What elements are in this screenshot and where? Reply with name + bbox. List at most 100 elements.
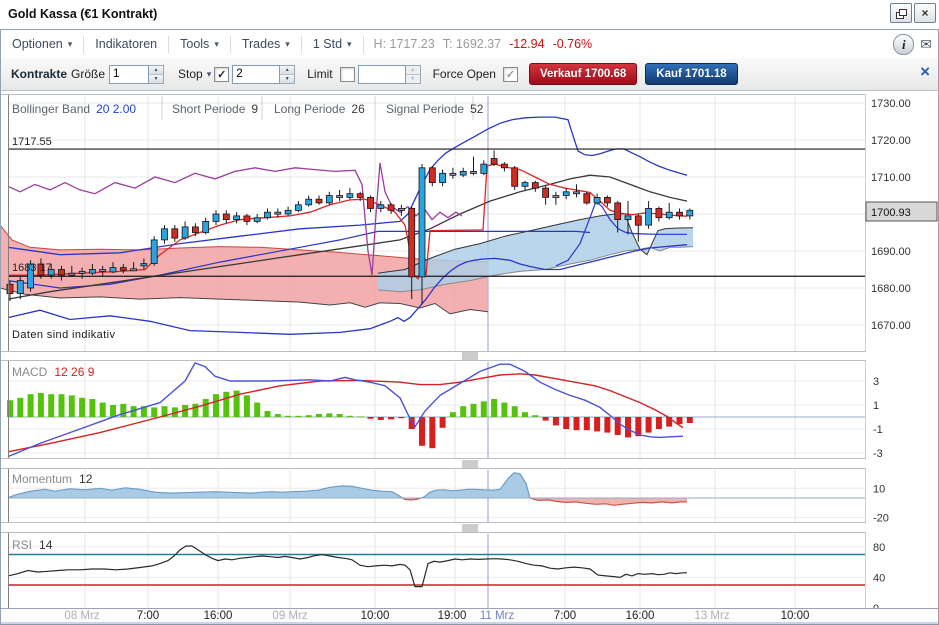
svg-text:19:00: 19:00: [438, 610, 467, 622]
indicator-settings-short[interactable]: Short Periode 9: [172, 100, 258, 118]
menu-trades[interactable]: Trades ▾: [231, 37, 301, 51]
spin-up-icon[interactable]: ▲: [149, 65, 164, 75]
close-icon: ×: [921, 6, 929, 20]
order-toolbar: Kontrakte Größe ▲▼ Stop ▾ ✓ ▲▼ Limit ▲▼ …: [0, 58, 939, 91]
indicator-settings-bollinger[interactable]: Bollinger Band 20 2.00: [12, 100, 136, 118]
timeframe-select[interactable]: 1 Std ▾: [302, 37, 363, 51]
price-stats: H: 1717.23 T: 1692.37 -12.94 -0.76%: [364, 37, 593, 51]
info-icon: i: [901, 36, 906, 52]
window-chrome: Gold Kassa (€1 Kontrakt) × Optionen ▾ Ind…: [0, 0, 939, 91]
check-icon: ✓: [505, 68, 516, 81]
momentum-params: 12: [79, 472, 93, 486]
buy-button[interactable]: Kauf 1701.18: [645, 63, 738, 85]
svg-text:-1: -1: [873, 424, 883, 436]
long-periode-value: 26: [351, 102, 365, 116]
macd-panel-label: MACD 12 26 9: [12, 363, 94, 381]
svg-text:1720.00: 1720.00: [871, 135, 911, 147]
restore-window-button[interactable]: [890, 3, 912, 23]
svg-text:1670.00: 1670.00: [871, 320, 911, 332]
menu-tools[interactable]: Tools ▾: [169, 37, 230, 51]
momentum-name: Momentum: [12, 472, 73, 486]
force-open-checkbox[interactable]: ✓: [502, 66, 518, 82]
spin-down-icon[interactable]: ▼: [149, 74, 164, 83]
panel-resize-handle[interactable]: [462, 352, 478, 360]
svg-text:1690.00: 1690.00: [871, 246, 911, 258]
momentum-panel: [8, 470, 865, 522]
svg-text:13 Mrz: 13 Mrz: [694, 610, 729, 622]
panel-resize-handle[interactable]: [462, 460, 478, 468]
menu-separator: [362, 35, 364, 53]
stop-checkbox[interactable]: ✓: [214, 66, 230, 82]
timeframe-label: 1 Std: [312, 37, 343, 51]
indicator-settings-long[interactable]: Long Periode 26: [274, 100, 365, 118]
svg-text:1700.93: 1700.93: [871, 207, 911, 219]
panel-resize-handle[interactable]: [462, 524, 478, 532]
svg-text:09 Mrz: 09 Mrz: [272, 610, 307, 622]
size-stepper[interactable]: ▲ ▼: [149, 64, 165, 84]
signal-periode-value: 52: [470, 102, 484, 116]
rs i-name: RSI: [12, 538, 33, 552]
svg-text:7:00: 7:00: [137, 610, 159, 622]
macd-params: 12 26 9: [54, 365, 95, 379]
svg-text:40: 40: [873, 572, 885, 584]
check-icon: ✓: [217, 68, 227, 81]
close-panel-button[interactable]: ×: [920, 63, 930, 80]
limit-input[interactable]: [357, 64, 406, 84]
menu-optionen[interactable]: Optionen ▾: [1, 37, 83, 51]
sell-button[interactable]: Verkauf 1700.68: [528, 63, 638, 85]
groesse-label: Größe: [71, 67, 106, 81]
rsi-panel: [7, 534, 865, 608]
menu-tools-label: Tools: [180, 37, 210, 51]
limit-checkbox[interactable]: [339, 66, 355, 82]
menu-bar: Optionen ▾ Indikatoren Tools ▾ Trades ▾ 1 S…: [0, 29, 939, 58]
signal-periode-label: Signal Periode: [386, 102, 465, 116]
svg-text:11 Mrz: 11 Mrz: [480, 610, 515, 622]
menu-optionen-label: Optionen: [12, 37, 63, 51]
svg-text:16:00: 16:00: [204, 610, 233, 622]
axes: 1730.00 1720.00 1710.00 1690.00 1680.00 1670.…: [0, 29, 939, 625]
stop-stepper[interactable]: ▲ ▼: [280, 64, 296, 84]
stop-label: Stop: [178, 67, 203, 81]
price-panel: [0, 96, 865, 351]
svg-text:1: 1: [873, 400, 879, 412]
svg-text:10:00: 10:00: [361, 610, 390, 622]
svg-text:-20: -20: [873, 512, 889, 524]
mail-button[interactable]: ✉: [920, 36, 932, 53]
menu-separator: [168, 35, 170, 53]
change-pct-stat: -0.76%: [552, 37, 593, 51]
svg-text:1710.00: 1710.00: [871, 172, 911, 184]
chevron-down-icon: ▾: [214, 39, 219, 49]
short-periode-value: 9: [251, 102, 259, 116]
chevron-down-icon: ▾: [285, 39, 290, 49]
svg-text:08 Mrz: 08 Mrz: [64, 610, 99, 622]
svg-text:16:00: 16:00: [626, 610, 655, 622]
info-button[interactable]: i: [893, 34, 915, 55]
menu-trades-label: Trades: [241, 37, 281, 51]
svg-text:1730.00: 1730.00: [871, 98, 911, 110]
menu-separator: [300, 35, 302, 53]
limit-stepper[interactable]: ▲ ▼: [405, 64, 421, 84]
macd-name: MACD: [12, 365, 48, 379]
spin-down-icon[interactable]: ▼: [280, 74, 295, 83]
svg-text:3: 3: [873, 376, 879, 388]
title-bar[interactable]: Gold Kassa (€1 Kontrakt) ×: [0, 0, 939, 29]
chevron-down-icon[interactable]: ▾: [206, 68, 212, 79]
long-periode-label: Long Periode: [274, 102, 346, 116]
spin-up-icon[interactable]: ▲: [280, 65, 295, 75]
restore-icon: [896, 8, 907, 19]
indicator-settings-signal[interactable]: Signal Periode 52: [386, 100, 483, 118]
high-stat: H: 1717.23: [373, 37, 435, 51]
menu-separator: [229, 35, 231, 53]
chevron-down-icon: ▾: [347, 39, 352, 49]
stop-input[interactable]: [232, 64, 281, 84]
chevron-down-icon: ▾: [67, 39, 73, 49]
window-title: Gold Kassa (€1 Kontrakt): [8, 7, 158, 21]
svg-text:10:00: 10:00: [781, 610, 810, 622]
macd-panel: [7, 362, 865, 458]
size-input[interactable]: [109, 64, 150, 84]
svg-text:7:00: 7:00: [554, 610, 576, 622]
close-window-button[interactable]: ×: [914, 3, 936, 23]
menu-indikatoren[interactable]: Indikatoren: [84, 37, 168, 51]
